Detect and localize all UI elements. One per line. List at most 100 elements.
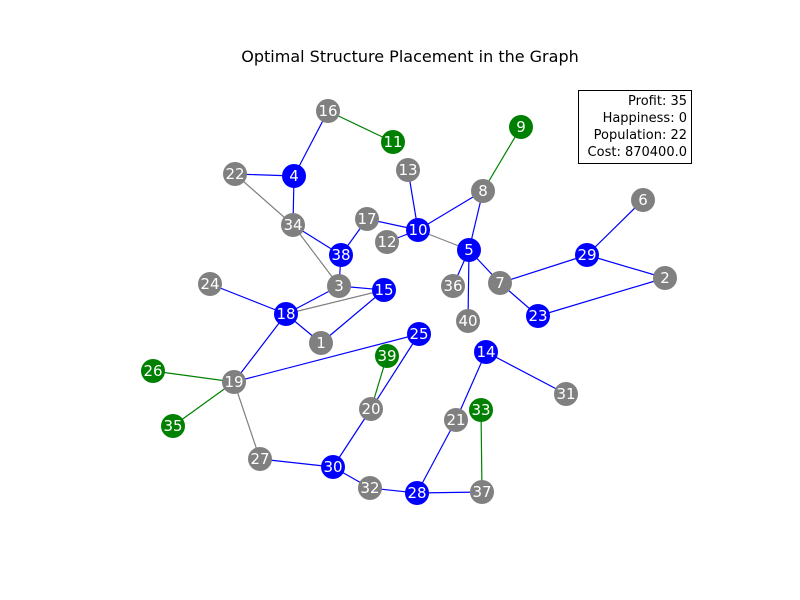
node-15: 15 [372,278,396,302]
edge-1-15 [320,289,385,344]
edge-16-4 [293,110,329,177]
node-35: 35 [161,414,185,438]
node-circle [223,162,247,186]
node-circle [372,278,396,302]
node-circle [358,476,382,500]
node-label: 26 [143,362,162,380]
node-label: 40 [458,312,477,330]
node-29: 29 [575,243,599,267]
node-37: 37 [470,480,494,504]
edge-16-11 [327,110,394,143]
node-circle [329,243,353,267]
node-circle [405,481,429,505]
node-7: 7 [488,271,512,295]
node-33: 33 [469,398,493,422]
node-circle [456,309,480,333]
node-label: 21 [446,411,465,429]
node-label: 7 [495,274,505,292]
node-circle [248,447,272,471]
node-19: 19 [222,370,246,394]
node-21: 21 [444,408,468,432]
edge-23-2 [537,277,666,317]
node-circle [509,115,533,139]
node-circle [359,397,383,421]
edge-29-6 [586,199,644,256]
edge-18-24 [209,283,287,315]
node-5: 5 [457,238,481,262]
node-label: 1 [316,334,326,352]
node-circle [375,230,399,254]
node-label: 2 [660,269,670,287]
edge-20-25 [370,333,420,410]
node-label: 29 [577,246,596,264]
node-13: 13 [396,158,420,182]
node-40: 40 [456,309,480,333]
node-label: 15 [374,281,393,299]
edge-14-31 [485,351,567,395]
node-circle [282,164,306,188]
node-39: 39 [375,344,399,368]
node-label: 6 [638,191,648,209]
node-label: 25 [409,325,428,343]
node-circle [355,207,379,231]
edge-18-15 [285,289,385,315]
node-circle [141,359,165,383]
node-30: 30 [321,455,345,479]
node-label: 20 [361,400,380,418]
node-circle [575,243,599,267]
node-label: 14 [476,343,495,361]
edge-10-8 [417,190,484,231]
node-34: 34 [281,213,305,237]
edge-8-9 [482,126,522,192]
node-label: 19 [224,373,243,391]
population-text: Population: 22 [593,128,687,143]
node-circle [554,382,578,406]
node-label: 38 [331,246,350,264]
chart-title: Optimal Structure Placement in the Graph [241,47,579,66]
node-circle [407,322,431,346]
node-18: 18 [274,302,298,326]
node-circle [309,331,333,355]
node-label: 16 [318,102,337,120]
node-label: 23 [528,307,547,325]
node-label: 3 [334,277,344,295]
node-circle [406,218,430,242]
node-3: 3 [327,274,351,298]
node-circle [441,274,465,298]
node-label: 8 [478,182,488,200]
node-circle [474,340,498,364]
node-circle [444,408,468,432]
edge-27-30 [259,458,334,468]
node-label: 35 [163,417,182,435]
node-24: 24 [198,272,222,296]
node-label: 11 [383,133,402,151]
node-circle [653,266,677,290]
node-circle [470,480,494,504]
node-circle [316,99,340,123]
node-label: 5 [464,241,474,259]
edge-19-25 [233,333,420,383]
edge-34-3 [292,224,340,287]
edge-19-26 [152,370,235,383]
node-label: 31 [556,385,575,403]
node-17: 17 [355,207,379,231]
node-31: 31 [554,382,578,406]
node-circle [469,398,493,422]
node-label: 28 [407,484,426,502]
node-label: 18 [276,305,295,323]
edge-7-29 [499,254,588,284]
node-label: 30 [323,458,342,476]
node-label: 22 [225,165,244,183]
nodes-layer: 1234567891011121314151617181920212223242… [141,99,677,505]
node-38: 38 [329,243,353,267]
node-circle [281,213,305,237]
node-circle [471,179,495,203]
node-circle [161,414,185,438]
node-9: 9 [509,115,533,139]
profit-text: Profit: 35 [628,94,687,109]
node-circle [321,455,345,479]
edge-18-19 [233,313,287,383]
node-circle [526,304,550,328]
node-label: 4 [289,167,299,185]
node-label: 37 [472,483,491,501]
